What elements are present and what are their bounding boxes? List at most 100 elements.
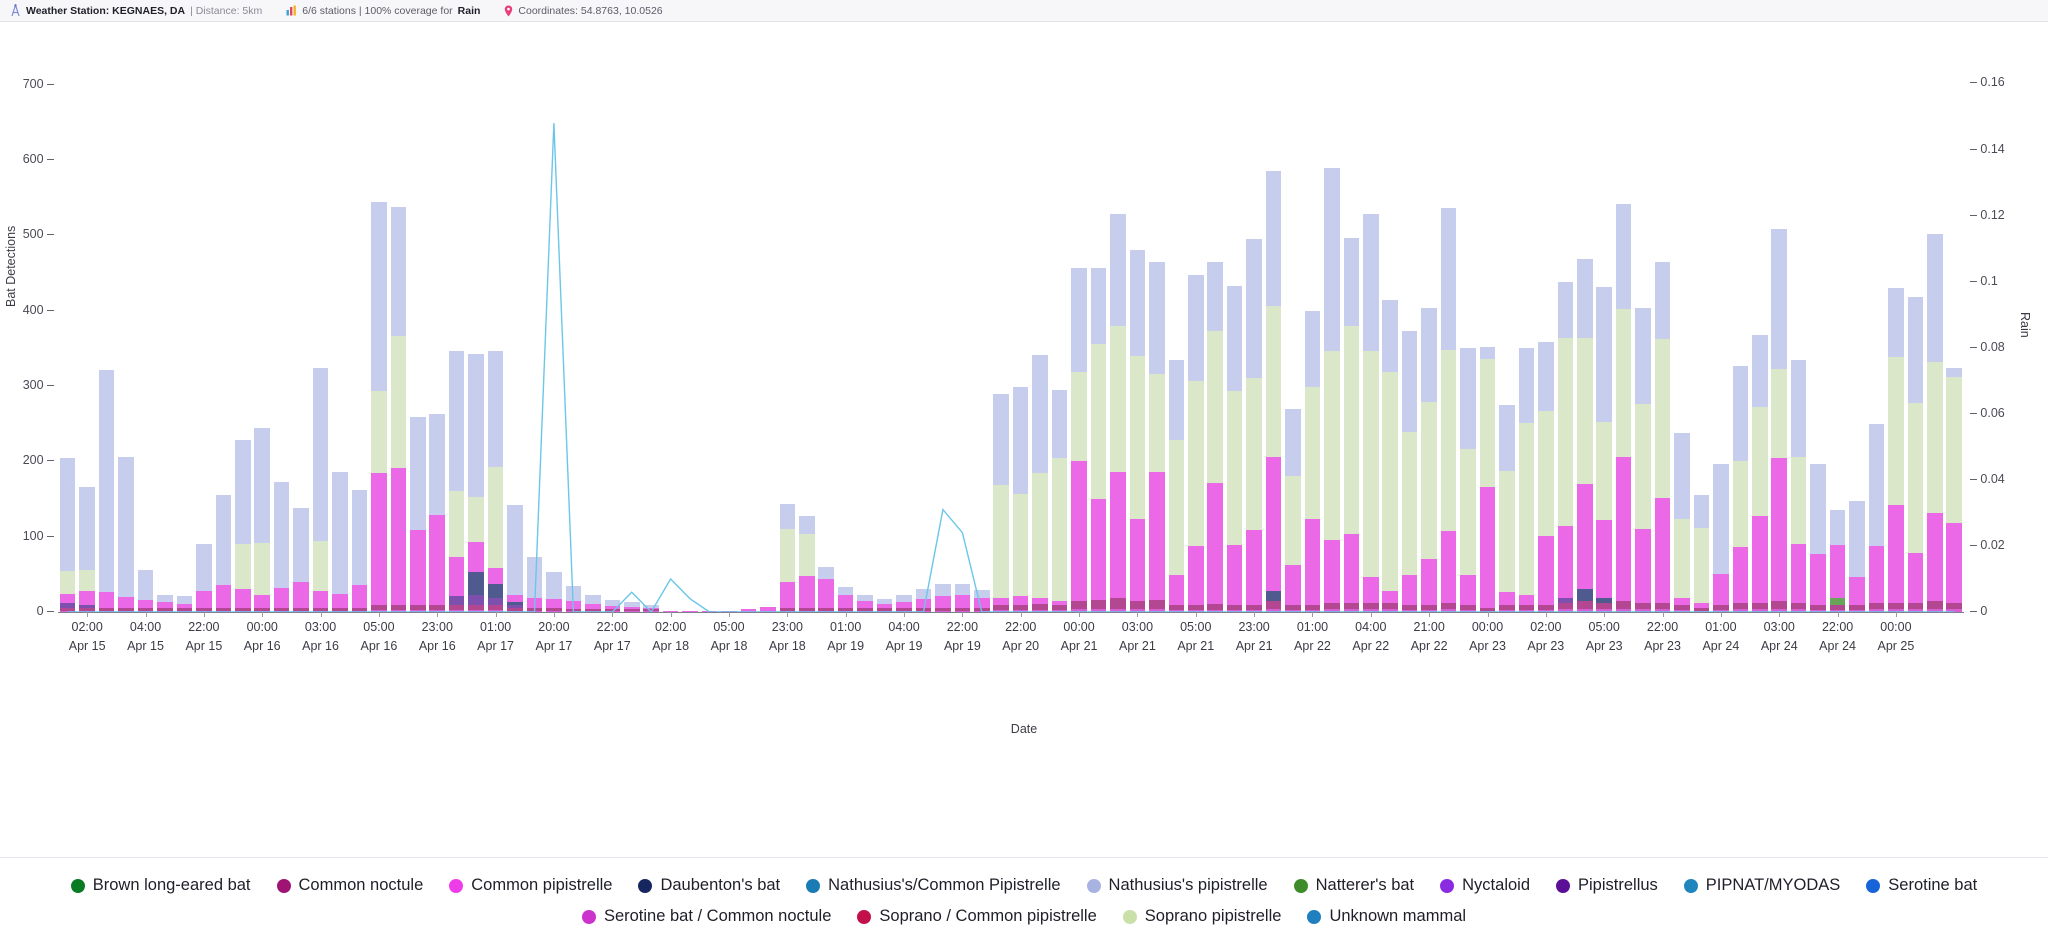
bar-column[interactable] [1071, 62, 1087, 612]
bar-column[interactable] [1499, 62, 1515, 612]
bar-column[interactable] [1946, 62, 1963, 612]
bar-column[interactable] [1927, 62, 1943, 612]
bar-column[interactable] [1615, 62, 1632, 612]
legend-item[interactable]: Nyctaloid [1440, 876, 1530, 895]
bar-column[interactable] [1888, 62, 1904, 612]
bar-column[interactable] [1752, 62, 1768, 612]
bar-column[interactable] [1829, 62, 1846, 612]
legend-item[interactable]: PIPNAT/MYODAS [1683, 876, 1840, 895]
bar-column[interactable] [546, 62, 562, 612]
bar-column[interactable] [1479, 62, 1496, 612]
bar-column[interactable] [740, 62, 757, 612]
bar-column[interactable] [1285, 62, 1301, 612]
bar-column[interactable] [1265, 62, 1282, 612]
bar-column[interactable] [857, 62, 873, 612]
bar-column[interactable] [1401, 62, 1418, 612]
bar-column[interactable] [1421, 62, 1437, 612]
bar-column[interactable] [1460, 62, 1476, 612]
bar-column[interactable] [59, 62, 76, 612]
bar-column[interactable] [1324, 62, 1340, 612]
bar-column[interactable] [1576, 62, 1593, 612]
bar-column[interactable] [1868, 62, 1885, 612]
bar-column[interactable] [818, 62, 834, 612]
legend-item[interactable]: Brown long-eared bat [70, 876, 251, 895]
bar-column[interactable] [1713, 62, 1729, 612]
bar-column[interactable] [1110, 62, 1126, 612]
legend-item[interactable]: Nathusius's pipistrelle [1086, 876, 1268, 895]
bar-column[interactable] [1168, 62, 1185, 612]
legend-item[interactable]: Daubenton's bat [638, 876, 780, 895]
bar-column[interactable] [1187, 62, 1204, 612]
legend-item[interactable]: Natterer's bat [1293, 876, 1414, 895]
legend-item[interactable]: Soprano pipistrelle [1122, 907, 1281, 926]
legend-item[interactable]: Serotine bat [1866, 876, 1977, 895]
bar-column[interactable] [1635, 62, 1651, 612]
bar-column[interactable] [234, 62, 251, 612]
bar-column[interactable] [390, 62, 407, 612]
bar-column[interactable] [896, 62, 912, 612]
bar-column[interactable] [79, 62, 95, 612]
bar-column[interactable] [215, 62, 232, 612]
bar-column[interactable] [935, 62, 951, 612]
bar-column[interactable] [371, 62, 387, 612]
bar-column[interactable] [682, 62, 698, 612]
bar-column[interactable] [429, 62, 446, 612]
bar-column[interactable] [1538, 62, 1554, 612]
bar-column[interactable] [1907, 62, 1924, 612]
bar-column[interactable] [1226, 62, 1243, 612]
bar-column[interactable] [351, 62, 368, 612]
bar-column[interactable] [196, 62, 212, 612]
bar-column[interactable] [876, 62, 893, 612]
bar-column[interactable] [448, 62, 465, 612]
bar-column[interactable] [993, 62, 1010, 612]
bar-column[interactable] [118, 62, 134, 612]
bar-column[interactable] [1012, 62, 1029, 612]
bar-column[interactable] [1596, 62, 1612, 612]
bar-column[interactable] [1654, 62, 1671, 612]
legend-item[interactable]: Serotine bat / Common noctule [581, 907, 831, 926]
legend-item[interactable]: Soprano / Common pipistrelle [857, 907, 1097, 926]
bar-column[interactable] [1129, 62, 1146, 612]
bar-column[interactable] [1207, 62, 1223, 612]
bar-column[interactable] [98, 62, 115, 612]
legend-item[interactable]: Unknown mammal [1307, 907, 1466, 926]
bar-column[interactable] [779, 62, 796, 612]
bar-column[interactable] [410, 62, 426, 612]
bar-column[interactable] [1790, 62, 1807, 612]
bar-column[interactable] [837, 62, 854, 612]
bar-column[interactable] [799, 62, 815, 612]
bar-column[interactable] [1363, 62, 1379, 612]
bar-column[interactable] [1149, 62, 1165, 612]
bar-column[interactable] [1440, 62, 1457, 612]
bar-column[interactable] [1343, 62, 1360, 612]
bar-column[interactable] [176, 62, 193, 612]
bar-column[interactable] [468, 62, 484, 612]
bar-column[interactable] [721, 62, 737, 612]
bar-column[interactable] [1771, 62, 1787, 612]
bar-column[interactable] [312, 62, 329, 612]
bar-column[interactable] [1810, 62, 1826, 612]
legend-item[interactable]: Nathusius's/Common Pipistrelle [806, 876, 1061, 895]
bar-column[interactable] [1246, 62, 1262, 612]
bar-column[interactable] [623, 62, 640, 612]
bar-column[interactable] [1518, 62, 1535, 612]
bar-column[interactable] [585, 62, 601, 612]
bar-column[interactable] [662, 62, 679, 612]
bar-column[interactable] [137, 62, 154, 612]
bar-column[interactable] [507, 62, 523, 612]
legend-item[interactable]: Common noctule [276, 876, 423, 895]
bar-column[interactable] [332, 62, 348, 612]
bar-column[interactable] [487, 62, 504, 612]
bar-column[interactable] [1032, 62, 1048, 612]
legend-item[interactable]: Pipistrellus [1556, 876, 1658, 895]
bar-column[interactable] [760, 62, 776, 612]
bar-column[interactable] [1090, 62, 1107, 612]
bar-column[interactable] [157, 62, 173, 612]
bar-column[interactable] [1051, 62, 1068, 612]
bar-column[interactable] [954, 62, 971, 612]
legend-item[interactable]: Common pipistrelle [449, 876, 612, 895]
bar-column[interactable] [1382, 62, 1399, 612]
bar-column[interactable] [273, 62, 290, 612]
bar-column[interactable] [254, 62, 270, 612]
bar-column[interactable] [293, 62, 309, 612]
